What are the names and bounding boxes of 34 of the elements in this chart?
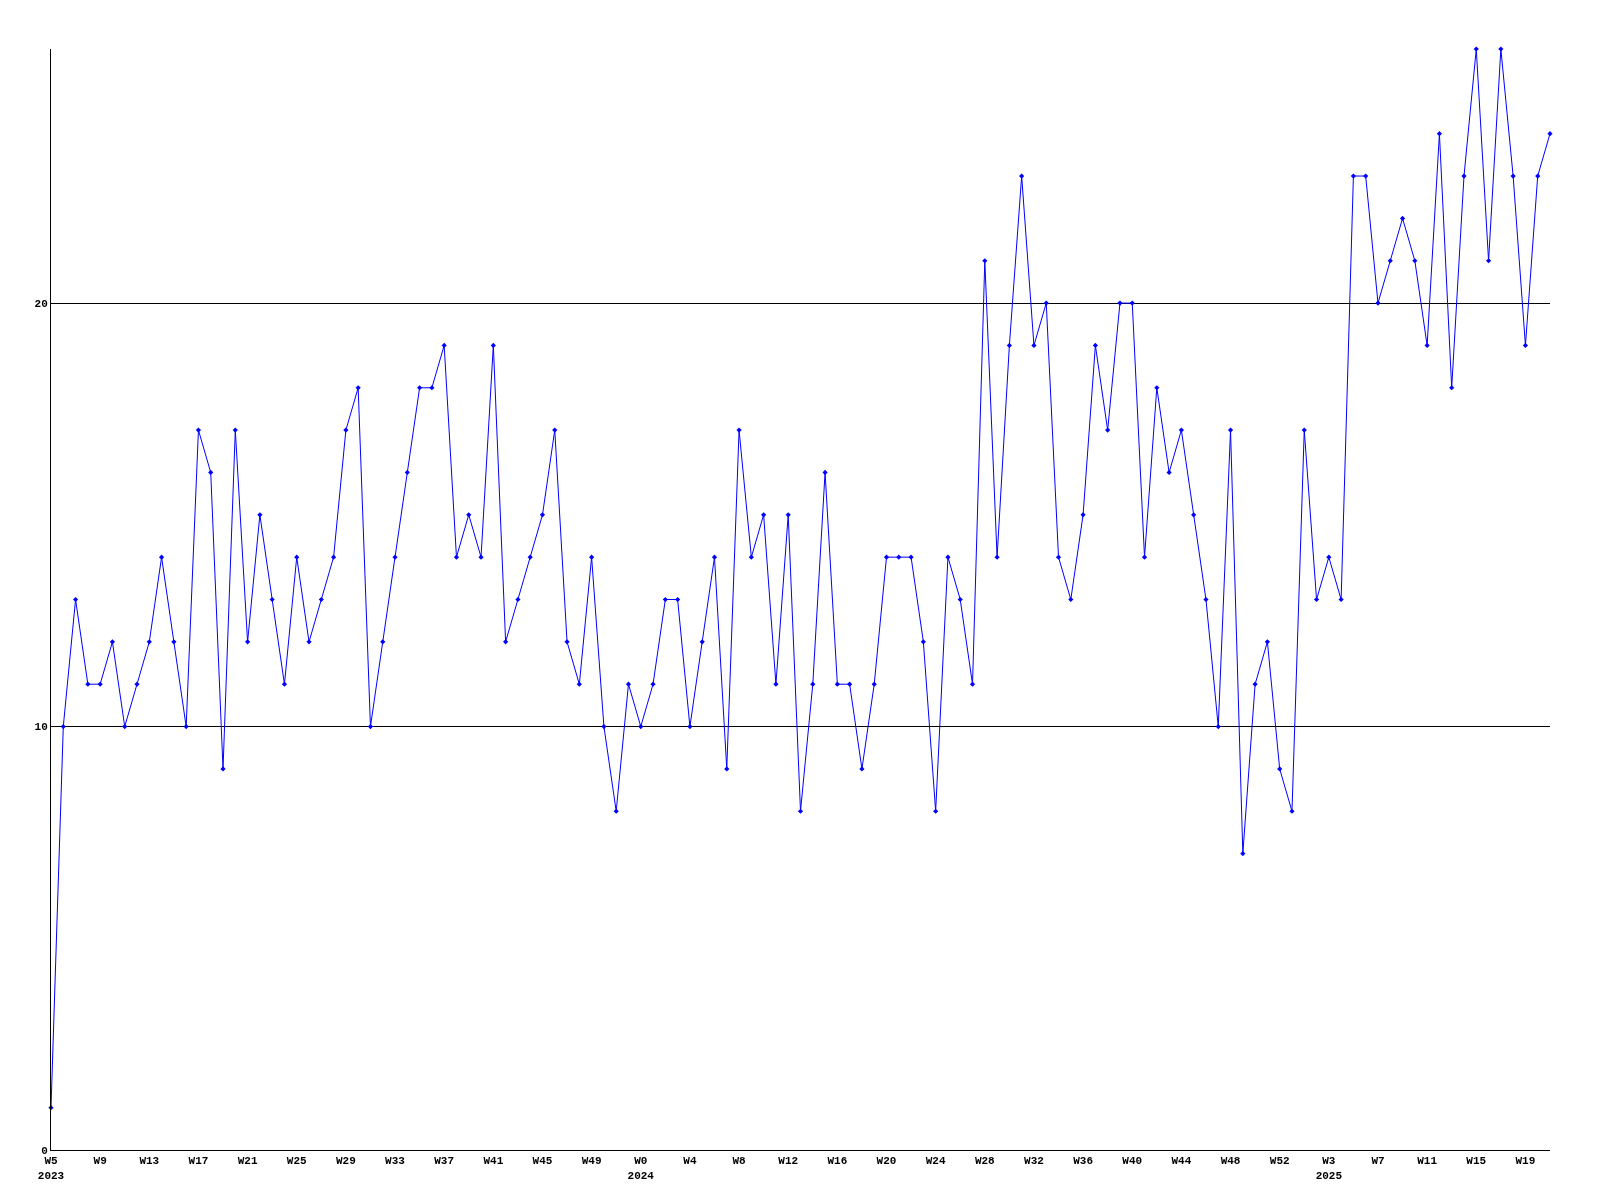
x-tick-label: W40	[1122, 1155, 1143, 1168]
x-tick-label: W44	[1171, 1155, 1192, 1168]
x-tick-label: W49	[581, 1155, 602, 1168]
x-tick-label: W17	[188, 1155, 209, 1168]
x-tick-label: W9	[93, 1155, 107, 1168]
x-tick-label: W19	[1515, 1155, 1536, 1168]
x-tick-label: W45	[532, 1155, 553, 1168]
x-tick-label: W7	[1371, 1155, 1385, 1168]
x-tick-label: W12	[778, 1155, 799, 1168]
x-tick-label: W28	[974, 1155, 996, 1168]
y-tick-label: 10	[34, 721, 48, 734]
x-tick-label: W3 2025	[1315, 1155, 1343, 1182]
x-tick-label: W15	[1466, 1155, 1487, 1168]
x-tick-label: W52	[1269, 1155, 1290, 1168]
x-tick-label: W20	[876, 1155, 897, 1168]
x-tick-label: W5 2023	[37, 1155, 65, 1182]
x-tick-label: W29	[335, 1155, 356, 1168]
x-tick-label: W16	[827, 1155, 848, 1168]
x-tick-label: W36	[1073, 1155, 1094, 1168]
x-tick-label: W11	[1417, 1155, 1438, 1168]
x-tick-label: W25	[286, 1155, 308, 1168]
x-tick-label: W37	[434, 1155, 455, 1168]
x-tick-label: W41	[483, 1155, 504, 1168]
x-tick-label: W8	[732, 1155, 747, 1168]
x-tick-label: W24	[925, 1155, 946, 1168]
x-tick-label: W13	[139, 1155, 160, 1168]
x-tick-label: W21	[237, 1155, 258, 1168]
x-tick-label: W48	[1220, 1155, 1241, 1168]
x-tick-label: W0 2024	[627, 1155, 655, 1182]
y-tick-label: 20	[34, 297, 48, 310]
x-tick-label: W32	[1024, 1155, 1044, 1168]
y-tick-label: 0	[41, 1144, 48, 1157]
x-tick-label: W33	[385, 1155, 406, 1168]
x-tick-label: W4	[683, 1155, 697, 1168]
